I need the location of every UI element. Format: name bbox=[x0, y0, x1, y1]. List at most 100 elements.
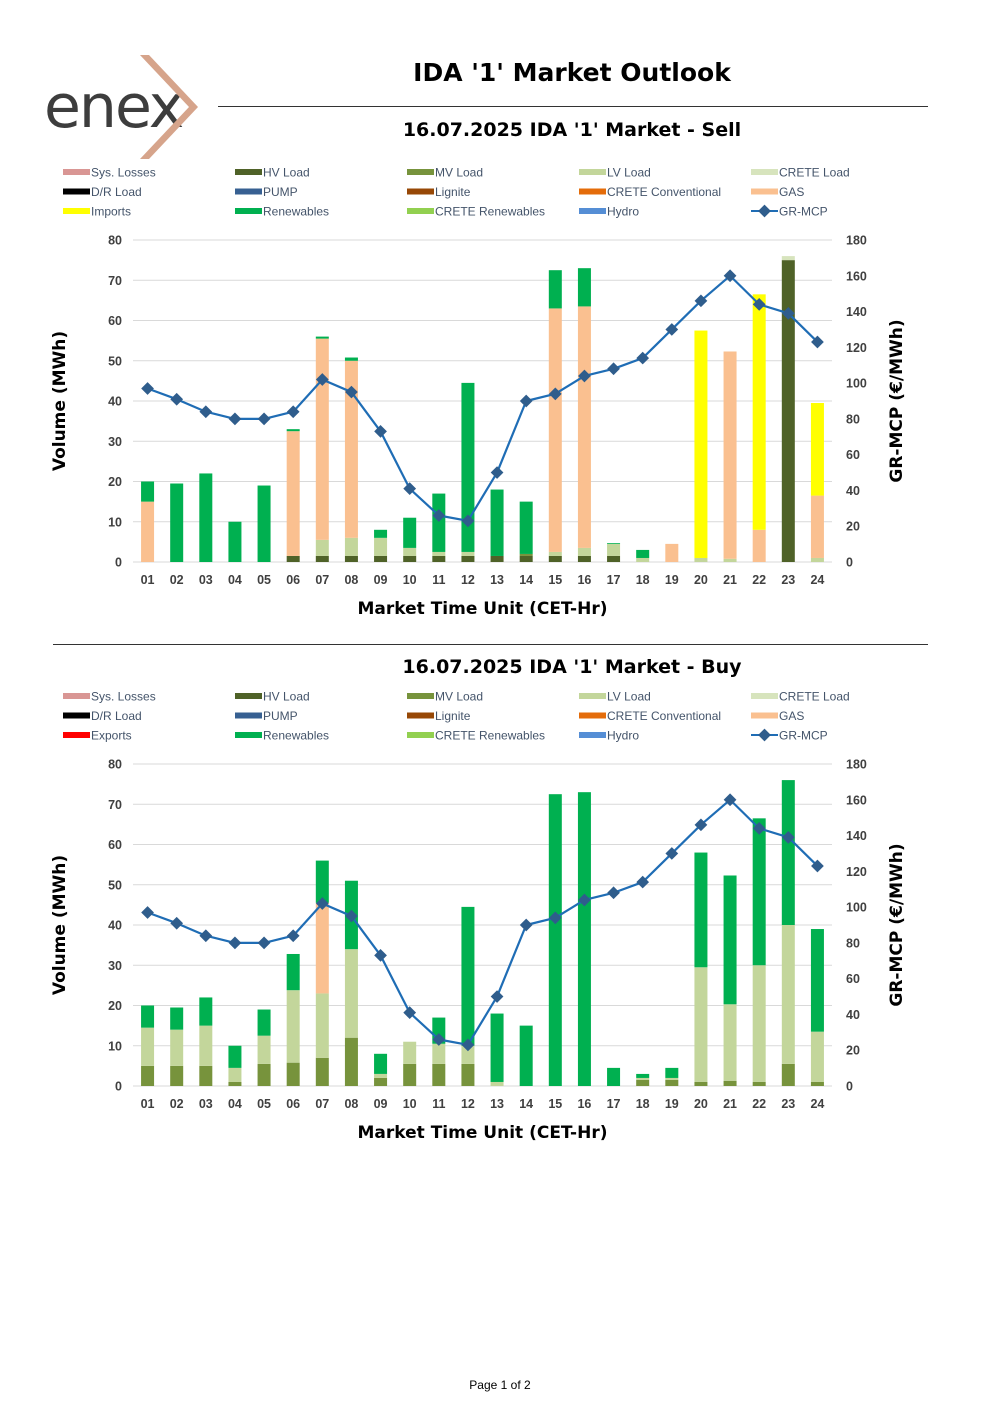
y-tick-label: 20 bbox=[108, 999, 122, 1013]
mcp-line bbox=[147, 798, 819, 1046]
bar-segment bbox=[607, 1067, 621, 1086]
x-tick-label: 14 bbox=[519, 573, 533, 587]
bar-segment bbox=[461, 906, 475, 1046]
y-tick-label: 50 bbox=[108, 354, 122, 368]
bar-segment bbox=[752, 818, 766, 966]
bar-segment bbox=[723, 875, 737, 1005]
bar-segment bbox=[607, 555, 621, 562]
bar-segment bbox=[636, 557, 650, 562]
bar-segment bbox=[141, 1065, 155, 1086]
section-divider bbox=[53, 644, 928, 645]
bar-segment bbox=[810, 929, 824, 1032]
legend-swatch bbox=[63, 169, 90, 175]
y2-tick-label: 100 bbox=[846, 377, 867, 391]
bar-segment bbox=[374, 1077, 388, 1086]
mcp-point bbox=[345, 385, 358, 399]
legend-label: CRETE Renewables bbox=[435, 205, 545, 219]
x-tick-label: 13 bbox=[490, 1097, 504, 1111]
y-tick-label: 70 bbox=[108, 274, 122, 288]
bar-segment bbox=[577, 555, 591, 562]
mcp-point bbox=[315, 373, 329, 386]
mcp-point bbox=[228, 412, 242, 426]
bar-segment bbox=[723, 1004, 737, 1081]
bar-segment bbox=[723, 558, 737, 562]
legend-swatch bbox=[235, 208, 262, 214]
sell-chart-title: 16.07.2025 IDA '1' Market - Sell bbox=[402, 119, 742, 141]
bar-segment bbox=[490, 489, 504, 556]
y-axis-title: Volume (MWh) bbox=[50, 331, 70, 471]
legend-swatch bbox=[63, 208, 90, 214]
bar-segment bbox=[548, 794, 562, 1086]
bar-segment bbox=[199, 997, 213, 1026]
bar-segment bbox=[344, 555, 358, 562]
y2-tick-label: 0 bbox=[846, 1080, 853, 1094]
bar-segment bbox=[519, 555, 533, 562]
x-tick-label: 07 bbox=[315, 1097, 329, 1111]
y2-tick-label: 40 bbox=[846, 1008, 860, 1022]
y2-axis-title: GR-MCP (€/MWh) bbox=[887, 319, 907, 482]
x-tick-label: 15 bbox=[548, 573, 562, 587]
legend-label: CRETE Conventional bbox=[607, 709, 721, 723]
mcp-point bbox=[228, 936, 242, 950]
y2-axis-title: GR-MCP (€/MWh) bbox=[887, 843, 907, 1006]
bar-segment bbox=[257, 1009, 271, 1036]
bar-segment bbox=[490, 1081, 504, 1086]
mcp-point bbox=[490, 990, 504, 1003]
legend-swatch bbox=[63, 712, 90, 719]
x-tick-label: 12 bbox=[461, 1097, 475, 1111]
legend-label: Renewables bbox=[263, 205, 329, 219]
bar-segment bbox=[228, 1081, 242, 1086]
x-tick-label: 18 bbox=[636, 573, 650, 587]
x-tick-label: 12 bbox=[461, 573, 475, 587]
y2-tick-label: 180 bbox=[846, 758, 867, 772]
x-tick-label: 06 bbox=[286, 1097, 300, 1111]
bar-segment bbox=[403, 1041, 417, 1064]
bar-segment bbox=[374, 1073, 388, 1078]
bar-segment bbox=[607, 543, 621, 556]
legend-label: LV Load bbox=[607, 690, 651, 704]
bar-segment bbox=[403, 555, 417, 562]
bar-segment bbox=[548, 270, 562, 309]
bar-segment bbox=[403, 547, 417, 556]
x-tick-label: 10 bbox=[403, 573, 417, 587]
mcp-point bbox=[257, 412, 271, 426]
legend-swatch bbox=[579, 732, 606, 738]
bar-segment bbox=[781, 780, 795, 925]
mcp-point bbox=[141, 906, 154, 919]
bar-segment bbox=[694, 852, 708, 968]
legend-swatch bbox=[235, 712, 262, 719]
bar-segment bbox=[781, 925, 795, 1064]
legend-label: Lignite bbox=[435, 709, 471, 723]
bar-segment bbox=[636, 1079, 650, 1086]
x-tick-label: 21 bbox=[723, 573, 737, 587]
bar-segment bbox=[199, 1025, 213, 1066]
bar-segment bbox=[694, 557, 708, 562]
mcp-point bbox=[374, 949, 387, 962]
legend-label: Exports bbox=[91, 729, 132, 743]
mcp-point bbox=[315, 897, 329, 910]
bar-segment bbox=[141, 501, 155, 562]
x-tick-label: 07 bbox=[315, 573, 329, 587]
bar-segment bbox=[694, 1081, 708, 1086]
legend-swatch bbox=[235, 169, 262, 175]
mcp-point bbox=[403, 1006, 417, 1020]
legend-label: Sys. Losses bbox=[91, 690, 156, 704]
bar-segment bbox=[286, 1062, 300, 1086]
legend-label: CRETE Load bbox=[779, 166, 850, 180]
x-tick-label: 08 bbox=[344, 1097, 358, 1111]
bar-segment bbox=[665, 543, 679, 562]
y2-tick-label: 100 bbox=[846, 901, 867, 915]
legend-swatch bbox=[407, 169, 434, 175]
legend-label: PUMP bbox=[263, 185, 298, 199]
legend-label: HV Load bbox=[263, 690, 310, 704]
bar-segment bbox=[286, 990, 300, 1063]
x-tick-label: 05 bbox=[257, 573, 271, 587]
x-tick-label: 03 bbox=[199, 573, 213, 587]
bar-segment bbox=[577, 268, 591, 307]
bar-segment bbox=[519, 553, 533, 556]
bar-segment bbox=[432, 493, 446, 552]
bar-segment bbox=[723, 351, 737, 559]
mcp-point bbox=[519, 394, 533, 408]
y-tick-label: 80 bbox=[108, 234, 122, 248]
x-tick-label: 24 bbox=[810, 1097, 824, 1111]
